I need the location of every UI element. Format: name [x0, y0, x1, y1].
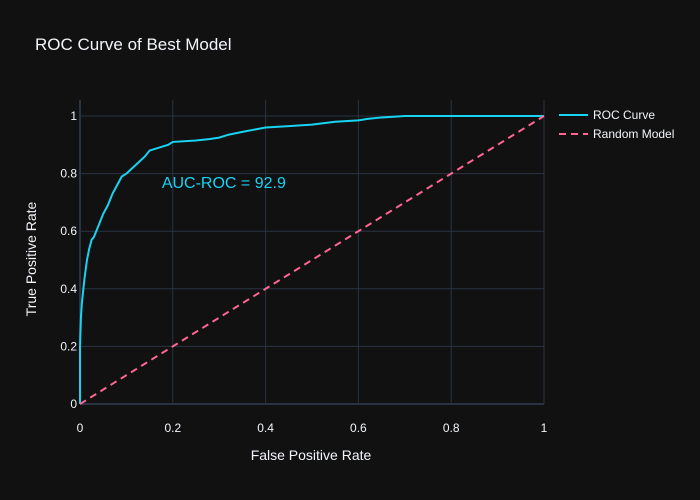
y-tick-label: 0 [70, 397, 77, 411]
y-tick-label: 0.2 [60, 339, 77, 353]
y-tick-label: 1 [70, 109, 77, 123]
y-tick-label: 0.6 [60, 224, 77, 238]
legend-label: Random Model [593, 127, 674, 141]
grid-layer [79, 100, 545, 405]
series-line-roc-curve [79, 115, 544, 404]
y-axis-title: True Positive Rate [23, 201, 39, 316]
x-tick-label: 1 [541, 421, 548, 435]
series-line-random-model [79, 115, 545, 405]
y-tick-label: 0.4 [60, 282, 77, 296]
legend-item[interactable]: Random Model [559, 127, 674, 141]
x-tick-label: 0.6 [350, 421, 367, 435]
x-tick-label: 0.4 [257, 421, 274, 435]
legend[interactable]: ROC Curve Random Model [559, 108, 674, 141]
x-axis-title: False Positive Rate [251, 447, 372, 463]
legend-item[interactable]: ROC Curve [559, 108, 655, 122]
tick-layer: 0 0.2 0.4 0.6 0.8 1 0 0.2 0.4 0.6 0.8 1 [60, 109, 547, 435]
x-tick-label: 0 [77, 421, 84, 435]
legend-label: ROC Curve [593, 108, 655, 122]
auc-annotation: AUC-ROC = 92.9 [162, 175, 286, 192]
series-layer [79, 115, 545, 405]
chart-title: ROC Curve of Best Model [35, 35, 232, 54]
y-tick-label: 0.8 [60, 167, 77, 181]
x-tick-label: 0.8 [443, 421, 460, 435]
x-tick-label: 0.2 [164, 421, 181, 435]
